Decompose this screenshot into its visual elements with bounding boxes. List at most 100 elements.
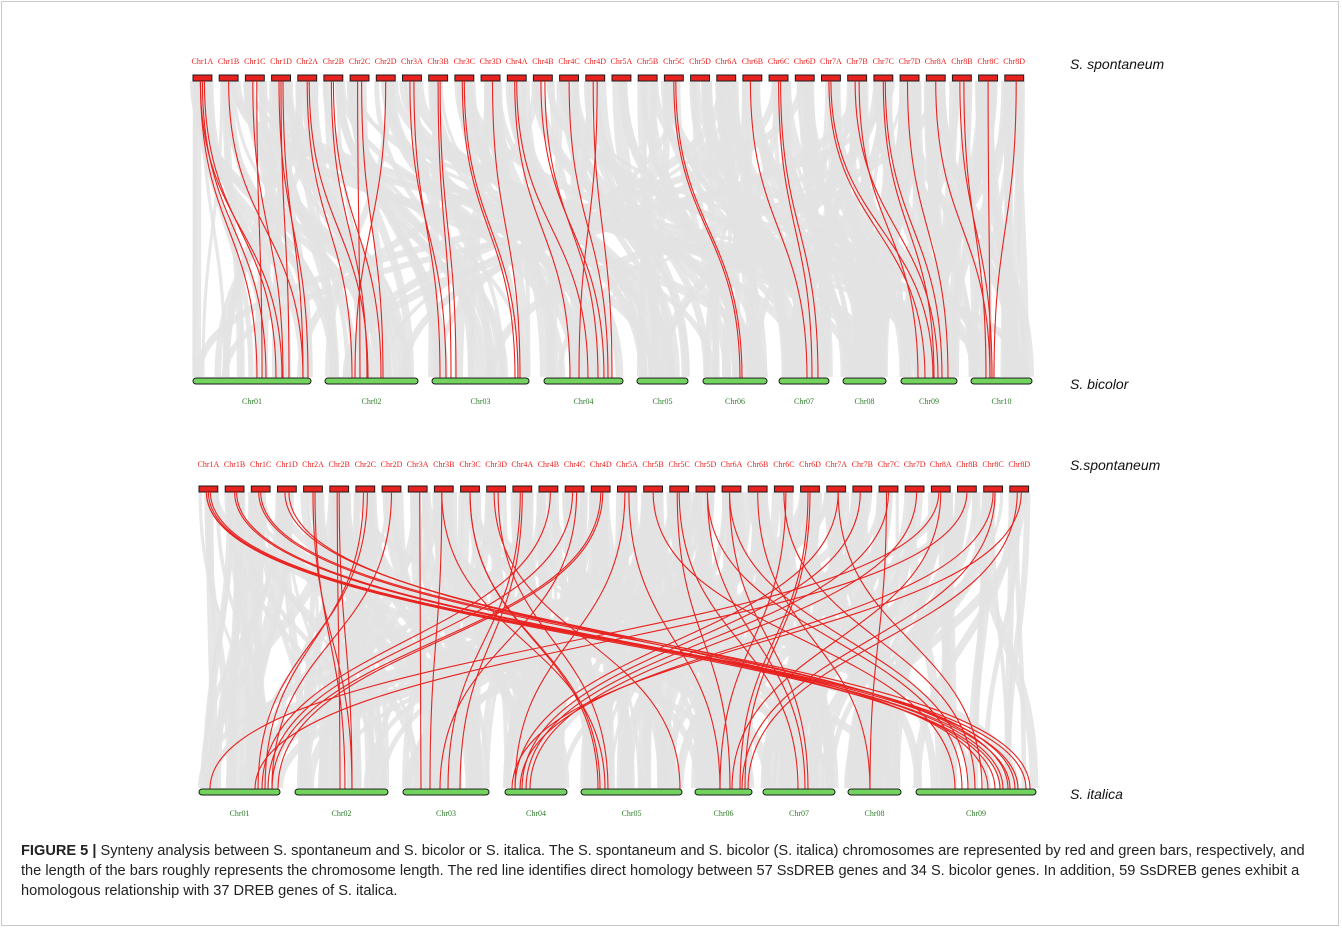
bottom-chromosome-label: Chr02 bbox=[362, 397, 382, 406]
synteny-link bbox=[299, 491, 337, 789]
synteny-link bbox=[399, 80, 857, 378]
top-chromosome-bar-chr7b bbox=[847, 74, 868, 82]
top-chromosome-bar-chr4b bbox=[538, 485, 559, 493]
bottom-chromosome-bar-chr09 bbox=[900, 377, 958, 385]
top-chromosome-bar-chr4c bbox=[559, 74, 579, 82]
top-chromosome-label: Chr4A bbox=[506, 57, 528, 66]
homology-line bbox=[271, 491, 602, 790]
top-chromosome-label: Chr7C bbox=[878, 460, 899, 469]
homology-line bbox=[209, 491, 940, 790]
top-chromosome-label: Chr4A bbox=[511, 460, 533, 469]
homology-line bbox=[409, 80, 447, 379]
homology-line bbox=[935, 80, 991, 379]
synteny-link bbox=[430, 80, 599, 378]
top-chromosome-label: Chr7D bbox=[899, 57, 921, 66]
top-chromosome-label: Chr5D bbox=[689, 57, 711, 66]
synteny-link bbox=[1014, 80, 1029, 378]
top-chromosome-label: Chr3B bbox=[433, 460, 454, 469]
synteny-link bbox=[409, 80, 477, 378]
top-chromosome-label: Chr2D bbox=[381, 460, 403, 469]
top-chromosome-bar-chr3c bbox=[454, 74, 475, 82]
top-chromosome-bar-chr8c bbox=[983, 485, 1004, 493]
homology-line bbox=[234, 491, 996, 790]
top-chromosome-bar-chr1d bbox=[271, 74, 292, 82]
top-chromosome-bar-chr8d bbox=[1009, 485, 1030, 493]
top-chromosome-label: Chr3C bbox=[459, 460, 480, 469]
homology-line bbox=[439, 491, 578, 790]
top-chromosome-label: Chr1C bbox=[250, 460, 271, 469]
homology-line bbox=[521, 491, 861, 790]
synteny-link bbox=[206, 80, 287, 378]
homology-line bbox=[199, 80, 283, 379]
homology-line bbox=[628, 491, 721, 790]
synteny-link bbox=[258, 80, 292, 378]
bottom-chromosome-bar-chr03 bbox=[402, 788, 490, 796]
synteny-link bbox=[281, 80, 658, 378]
synteny-link bbox=[570, 80, 579, 378]
synteny-link bbox=[829, 80, 885, 378]
homology-line bbox=[278, 80, 309, 379]
homology-line bbox=[447, 491, 521, 790]
homology-line bbox=[330, 80, 368, 379]
homology-line bbox=[199, 80, 258, 379]
top-chromosome-bar-chr2a bbox=[303, 485, 323, 493]
top-chromosome-label: Chr6B bbox=[747, 460, 768, 469]
bottom-chromosome-bar-chr09 bbox=[915, 788, 1037, 796]
top-chromosome-bar-chr5a bbox=[617, 485, 637, 493]
top-chromosome-bar-chr1c bbox=[244, 74, 265, 82]
homology-line bbox=[314, 491, 346, 790]
top-chromosome-label: Chr1B bbox=[224, 460, 245, 469]
top-chromosome-bar-chr8a bbox=[925, 74, 946, 82]
homology-line bbox=[544, 80, 599, 379]
top-chromosome-label: Chr1D bbox=[276, 460, 298, 469]
top-chromosome-bar-chr8c bbox=[978, 74, 998, 82]
top-chromosome-label: Chr1A bbox=[198, 460, 220, 469]
top-chromosome-bar-chr1c bbox=[250, 485, 271, 493]
bottom-chromosome-label: Chr05 bbox=[653, 397, 673, 406]
top-chromosome-bar-chr8b bbox=[951, 74, 972, 82]
top-chromosome-label: Chr8C bbox=[982, 460, 1003, 469]
homology-line bbox=[511, 491, 1022, 790]
synteny-diagram: Chr1A Chr1B Chr1C Chr1D Chr2A Chr2B Chr2C Chr2D… bbox=[189, 56, 1165, 818]
top-chromosome-bar-chr2b bbox=[323, 74, 344, 82]
homology-line bbox=[514, 491, 626, 790]
top-chromosome-bar-chr2c bbox=[355, 485, 376, 493]
homology-line bbox=[987, 80, 991, 379]
homology-line bbox=[963, 80, 987, 379]
bottom-chromosome-label: Chr07 bbox=[789, 809, 809, 818]
homology-line bbox=[578, 80, 598, 379]
top-chromosome-label: Chr3D bbox=[480, 57, 502, 66]
synteny-link bbox=[780, 80, 854, 378]
homology-line bbox=[277, 491, 604, 790]
top-chromosome-bar-chr3d bbox=[480, 74, 501, 82]
synteny-link bbox=[396, 491, 439, 789]
homology-line bbox=[357, 80, 361, 379]
homology-line bbox=[469, 491, 599, 790]
synteny-link bbox=[225, 491, 534, 789]
top-chromosome-bar-chr3a bbox=[407, 485, 428, 493]
top-chromosome-label: Chr3C bbox=[454, 57, 475, 66]
bottom-chromosome-label: Chr06 bbox=[714, 809, 734, 818]
top-chromosome-bar-chr7a bbox=[821, 74, 841, 82]
homology-line bbox=[592, 80, 613, 379]
top-chromosome-label: Chr5B bbox=[642, 460, 663, 469]
top-chromosome-bar-chr2d bbox=[375, 74, 396, 82]
top-chromosome-bar-chr3d bbox=[486, 485, 507, 493]
bottom-chromosome-bar-chr03 bbox=[431, 377, 530, 385]
top-chromosome-label: Chr4B bbox=[532, 57, 553, 66]
top-chromosome-bar-chr6c bbox=[773, 485, 794, 493]
bottom-chromosome-bar-chr04 bbox=[543, 377, 624, 385]
top-chromosome-label: Chr8D bbox=[1008, 460, 1030, 469]
top-chromosome-label: Chr1A bbox=[192, 57, 214, 66]
top-chromosome-label: Chr8B bbox=[956, 460, 977, 469]
synteny-link bbox=[476, 491, 482, 789]
homology-line bbox=[884, 80, 943, 379]
top-chromosome-label: Chr2B bbox=[323, 57, 344, 66]
homology-line bbox=[514, 491, 839, 790]
top-chromosome-label: Chr4B bbox=[538, 460, 559, 469]
caption-label: FIGURE 5 | bbox=[21, 843, 97, 859]
homology-line bbox=[493, 491, 681, 790]
panel-bicolor: Chr1A Chr1B Chr1C Chr1D Chr2A Chr2B Chr2C Chr2D… bbox=[189, 56, 1165, 406]
synteny-link bbox=[192, 80, 198, 378]
